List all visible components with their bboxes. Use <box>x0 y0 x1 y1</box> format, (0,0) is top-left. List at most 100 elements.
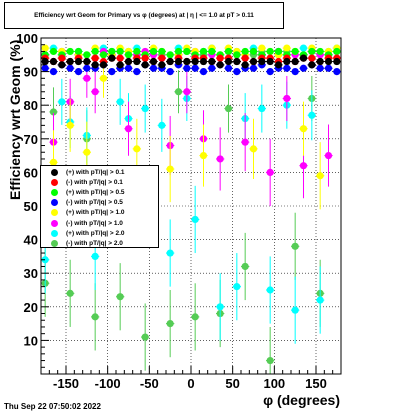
data-point <box>91 252 99 260</box>
data-point <box>166 51 174 59</box>
data-point <box>91 313 99 321</box>
data-point <box>124 125 133 133</box>
data-point <box>99 74 108 82</box>
data-point <box>216 303 224 311</box>
data-point <box>191 57 199 66</box>
data-point <box>299 44 308 52</box>
data-point <box>241 47 249 56</box>
data-point <box>91 47 99 56</box>
data-point <box>258 104 266 113</box>
legend-entry: (-) with pT/|q| > 0.5 <box>45 198 158 208</box>
data-point <box>124 57 133 66</box>
data-point <box>308 54 316 62</box>
data-point <box>58 61 66 69</box>
legend-entry: (+) with pT/|q| > 2.0 <box>45 228 158 238</box>
data-point <box>124 64 133 72</box>
data-point <box>224 47 233 56</box>
data-point <box>266 57 274 66</box>
data-point <box>316 172 324 180</box>
legend-entry: (+) with pT/|q| > 0.1 <box>45 167 158 177</box>
y-tick-label: 80 <box>24 98 38 113</box>
data-point <box>249 47 258 56</box>
data-point <box>333 57 341 66</box>
data-point <box>308 47 316 56</box>
data-point <box>124 51 133 59</box>
legend-label: (-) with pT/|q| > 0.5 <box>66 199 123 207</box>
data-point <box>174 88 183 96</box>
data-point <box>258 44 266 52</box>
data-point <box>174 47 183 56</box>
data-point <box>308 111 316 119</box>
data-point <box>149 57 158 66</box>
x-tick-label: -150 <box>53 376 79 391</box>
data-point <box>166 57 174 66</box>
data-point <box>116 54 124 62</box>
data-point <box>233 283 241 291</box>
data-point <box>274 61 283 69</box>
data-point <box>299 64 308 72</box>
data-point <box>74 68 83 76</box>
data-point <box>233 51 241 59</box>
data-point <box>108 68 116 76</box>
data-point <box>183 64 191 72</box>
data-point <box>241 61 249 69</box>
data-point <box>249 57 258 66</box>
data-point <box>283 64 291 72</box>
data-point <box>266 68 274 76</box>
legend-entry: (+) with pT/|q| > 0.5 <box>45 187 158 197</box>
data-point <box>199 57 208 66</box>
data-point <box>283 94 291 103</box>
data-point <box>324 57 333 66</box>
data-point <box>291 306 299 314</box>
data-point <box>216 54 224 62</box>
series-0 <box>41 54 341 69</box>
legend-label: (-) with pT/|q| > 2.0 <box>66 239 123 247</box>
data-point <box>266 356 274 365</box>
data-point <box>116 47 124 56</box>
data-point <box>108 54 116 62</box>
legend-marker <box>51 219 58 227</box>
chart-title: Efficiency wrt Geom for Primary vs φ (de… <box>4 2 284 29</box>
data-point <box>49 68 58 76</box>
y-tick-label: 100 <box>16 31 38 46</box>
data-point <box>224 64 233 72</box>
data-point <box>74 47 83 56</box>
legend-marker <box>51 178 58 186</box>
legend-label: (+) with pT/|q| > 0.1 <box>66 168 125 176</box>
data-point <box>291 57 299 66</box>
y-tick-label: 50 <box>24 199 38 214</box>
data-point <box>41 57 49 66</box>
legend-marker <box>51 199 58 207</box>
x-tick-label: 0 <box>187 376 194 391</box>
data-point <box>274 47 283 56</box>
x-tick-label: 50 <box>225 376 239 391</box>
legend-label: (+) with pT/|q| > 0.5 <box>66 188 125 196</box>
data-point <box>266 168 274 176</box>
data-point <box>49 47 58 56</box>
data-point <box>41 64 49 72</box>
data-point <box>208 47 216 56</box>
data-point <box>199 47 208 56</box>
data-point <box>133 145 141 153</box>
data-point <box>108 47 116 56</box>
data-point <box>83 51 91 59</box>
data-point <box>291 68 299 76</box>
data-point <box>41 256 49 264</box>
data-point <box>224 104 233 113</box>
data-point <box>49 108 58 116</box>
data-point <box>166 165 174 173</box>
data-point <box>116 98 124 106</box>
data-point <box>66 57 74 66</box>
data-point <box>333 68 341 76</box>
data-point <box>324 152 333 160</box>
x-tick-label: -100 <box>95 376 121 391</box>
data-point <box>216 155 224 163</box>
data-point <box>249 145 258 153</box>
y-tick-label: 10 <box>24 333 38 348</box>
data-point <box>241 138 249 146</box>
data-point <box>183 88 191 96</box>
data-point <box>283 57 291 66</box>
data-point <box>224 57 233 66</box>
axes: -150 -100 -50 0 50 100 150 10 20 30 40 50 60 70 80 90 10… <box>16 31 334 391</box>
data-point <box>66 64 74 72</box>
